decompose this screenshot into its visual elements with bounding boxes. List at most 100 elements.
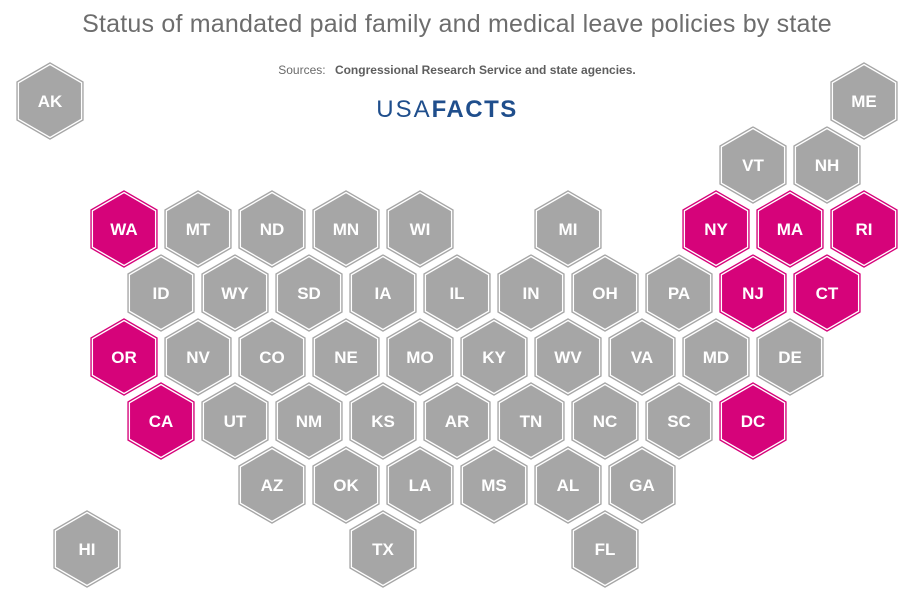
state-label: NM xyxy=(296,412,322,431)
state-hex-inner-outline xyxy=(165,191,231,267)
state-hex-inner-outline xyxy=(572,383,638,459)
state-label: GA xyxy=(629,476,655,495)
state-label: NJ xyxy=(742,284,764,303)
state-hex-nj: NJ xyxy=(717,251,789,335)
state-label: MD xyxy=(703,348,729,367)
state-label: AK xyxy=(38,92,63,111)
state-label: RI xyxy=(856,220,873,239)
state-hex-shape xyxy=(532,187,604,271)
state-hex-ma: MA xyxy=(754,187,826,271)
state-hex-inner-outline xyxy=(757,319,823,395)
state-label: SC xyxy=(667,412,691,431)
state-hex-ga: GA xyxy=(606,443,678,527)
state-hex-nh: NH xyxy=(791,123,863,207)
state-hex-inner-outline xyxy=(350,383,416,459)
state-hex-pa: PA xyxy=(643,251,715,335)
state-hex-shape xyxy=(606,443,678,527)
state-label: NV xyxy=(186,348,210,367)
state-hex-inner-outline xyxy=(313,319,379,395)
state-hex-ut: UT xyxy=(199,379,271,463)
state-label: OK xyxy=(333,476,359,495)
state-hex-shape xyxy=(384,443,456,527)
state-label: NH xyxy=(815,156,840,175)
state-label: FL xyxy=(595,540,616,559)
state-hex-shape xyxy=(199,379,271,463)
state-hex-inner-outline xyxy=(350,511,416,587)
state-hex-inner-outline xyxy=(424,255,490,331)
state-label: IL xyxy=(449,284,464,303)
state-hex-inner-outline xyxy=(683,319,749,395)
state-hex-shape xyxy=(310,187,382,271)
state-hex-or: OR xyxy=(88,315,160,399)
state-hex-shape xyxy=(717,379,789,463)
state-label: CA xyxy=(149,412,174,431)
state-hex-nm: NM xyxy=(273,379,345,463)
state-label: NE xyxy=(334,348,358,367)
state-hex-shape xyxy=(643,379,715,463)
state-hex-shape xyxy=(236,315,308,399)
state-hex-inner-outline xyxy=(535,319,601,395)
state-hex-inner-outline xyxy=(128,255,194,331)
state-hex-nv: NV xyxy=(162,315,234,399)
state-hex-shape xyxy=(199,251,271,335)
state-hex-shape xyxy=(384,315,456,399)
state-hex-shape xyxy=(754,315,826,399)
state-hex-inner-outline xyxy=(609,447,675,523)
state-hex-inner-outline xyxy=(794,255,860,331)
state-hex-id: ID xyxy=(125,251,197,335)
state-label: MT xyxy=(186,220,211,239)
state-hex-vt: VT xyxy=(717,123,789,207)
state-hex-sc: SC xyxy=(643,379,715,463)
state-hex-shape xyxy=(88,187,160,271)
state-hex-inner-outline xyxy=(794,127,860,203)
state-label: MI xyxy=(559,220,578,239)
state-hex-ne: NE xyxy=(310,315,382,399)
state-hex-inner-outline xyxy=(350,255,416,331)
state-hex-shape xyxy=(717,123,789,207)
state-hex-ct: CT xyxy=(791,251,863,335)
state-hex-shape xyxy=(88,315,160,399)
state-hex-mn: MN xyxy=(310,187,382,271)
map-title: Status of mandated paid family and medic… xyxy=(82,10,832,38)
state-hex-shape xyxy=(125,379,197,463)
state-hex-inner-outline xyxy=(276,255,342,331)
state-hex-me: ME xyxy=(828,59,900,143)
state-hex-wa: WA xyxy=(88,187,160,271)
state-hex-shape xyxy=(458,315,530,399)
state-hex-shape xyxy=(347,507,419,591)
state-hex-inner-outline xyxy=(387,447,453,523)
state-hex-ok: OK xyxy=(310,443,382,527)
state-hex-inner-outline xyxy=(128,383,194,459)
state-hex-ri: RI xyxy=(828,187,900,271)
state-hex-shape xyxy=(680,315,752,399)
state-hex-shape xyxy=(14,59,86,143)
state-label: IA xyxy=(375,284,392,303)
state-hex-nd: ND xyxy=(236,187,308,271)
state-hex-va: VA xyxy=(606,315,678,399)
logo-part-facts: FACTS xyxy=(431,96,518,123)
state-hex-inner-outline xyxy=(646,255,712,331)
state-hex-shape xyxy=(532,315,604,399)
state-hex-mo: MO xyxy=(384,315,456,399)
state-hex-shape xyxy=(717,251,789,335)
state-hex-shape xyxy=(421,379,493,463)
state-hex-inner-outline xyxy=(831,63,897,139)
state-hex-shape xyxy=(828,187,900,271)
state-hex-inner-outline xyxy=(498,255,564,331)
state-hex-inner-outline xyxy=(165,319,231,395)
state-hex-oh: OH xyxy=(569,251,641,335)
state-hex-shape xyxy=(569,379,641,463)
state-label: OR xyxy=(111,348,137,367)
state-hex-nc: NC xyxy=(569,379,641,463)
state-label: DE xyxy=(778,348,802,367)
state-label: KY xyxy=(482,348,506,367)
state-hex-shape xyxy=(236,443,308,527)
state-hex-wi: WI xyxy=(384,187,456,271)
state-hex-az: AZ xyxy=(236,443,308,527)
state-hex-inner-outline xyxy=(387,319,453,395)
state-hex-shape xyxy=(791,123,863,207)
state-hex-ky: KY xyxy=(458,315,530,399)
state-hex-inner-outline xyxy=(54,511,120,587)
state-hex-inner-outline xyxy=(91,319,157,395)
state-hex-inner-outline xyxy=(461,447,527,523)
